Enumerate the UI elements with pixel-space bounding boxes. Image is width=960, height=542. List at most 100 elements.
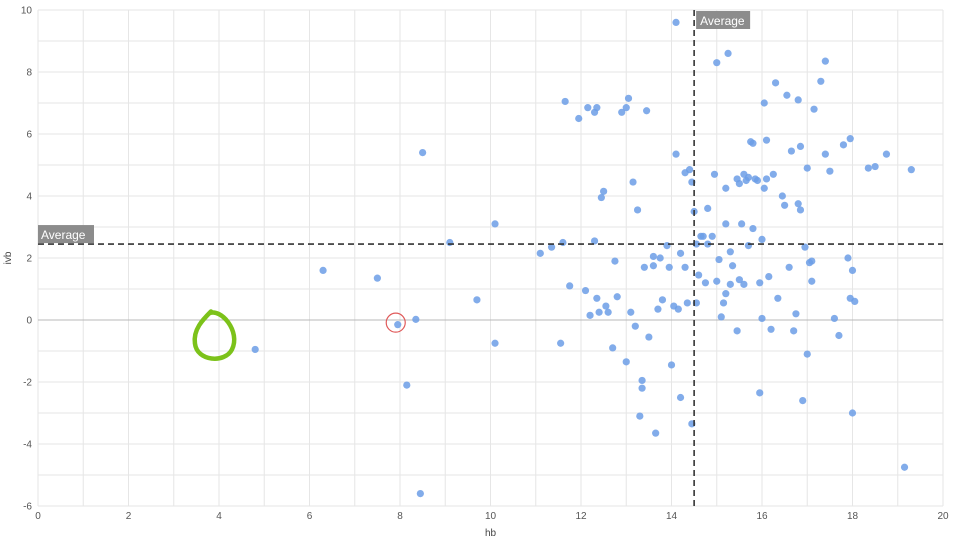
x-tick-label: 20	[937, 511, 949, 522]
data-point	[848, 266, 857, 274]
data-point	[760, 99, 768, 107]
data-point	[717, 313, 725, 321]
data-point	[566, 282, 574, 290]
data-point	[631, 322, 639, 330]
x-tick-label: 0	[35, 511, 41, 522]
data-point	[830, 314, 839, 323]
data-point	[319, 266, 327, 274]
data-point	[871, 162, 879, 171]
data-point	[695, 271, 703, 279]
data-point	[753, 176, 762, 185]
data-point	[251, 345, 259, 354]
data-point	[658, 296, 667, 304]
axes: 0 2 4 6 8 10 12 14 16 18 20 -6 -4 -2 0 2 4 6 8 10	[21, 6, 949, 523]
x-axis-title: hb	[485, 528, 497, 539]
data-point	[781, 201, 789, 209]
data-point	[629, 178, 637, 186]
data-point	[817, 77, 825, 85]
data-point	[419, 149, 427, 157]
data-point	[794, 200, 802, 208]
data-point	[785, 263, 793, 271]
data-point	[412, 315, 420, 323]
data-point	[846, 135, 854, 143]
y-tick-label: -4	[23, 440, 32, 451]
data-point	[851, 297, 859, 305]
data-point	[724, 49, 732, 58]
data-point	[758, 314, 766, 323]
data-point	[672, 150, 680, 158]
data-point	[403, 381, 411, 389]
data-point	[762, 136, 771, 144]
data-point	[803, 164, 811, 172]
data-point	[683, 299, 691, 307]
data-point	[762, 175, 771, 183]
data-point	[654, 305, 662, 313]
data-point	[749, 139, 757, 147]
data-point	[826, 167, 834, 175]
data-point	[645, 333, 653, 341]
data-point	[416, 490, 424, 498]
data-point	[491, 339, 499, 347]
data-point	[738, 220, 746, 228]
data-point	[638, 384, 646, 392]
data-point	[790, 327, 798, 335]
data-point	[665, 263, 673, 271]
data-point	[796, 142, 805, 150]
data-point	[760, 184, 768, 192]
data-point	[652, 429, 660, 437]
data-point	[600, 187, 608, 195]
data-point	[713, 277, 721, 285]
data-point	[674, 305, 682, 313]
x-tick-label: 18	[847, 511, 859, 522]
data-point	[627, 308, 635, 316]
data-point	[609, 344, 617, 352]
data-point	[473, 296, 481, 304]
data-point	[733, 327, 741, 335]
data-point	[835, 331, 843, 340]
x-tick-label: 12	[575, 511, 587, 522]
data-point	[643, 107, 651, 115]
data-point	[701, 279, 710, 287]
data-point	[844, 254, 852, 262]
data-point	[584, 104, 592, 112]
data-point	[593, 294, 601, 302]
data-point	[803, 350, 811, 358]
data-point	[900, 463, 909, 471]
y-axis-title: ivb	[3, 251, 14, 264]
data-point	[597, 193, 605, 202]
x-tick-label: 6	[307, 511, 313, 522]
y-tick-label: -2	[23, 378, 32, 389]
data-point	[667, 361, 676, 369]
y-tick-label: 8	[26, 68, 32, 79]
x-tick-label: 8	[397, 511, 403, 522]
data-point	[744, 173, 753, 181]
y-tick-label: 4	[26, 192, 32, 203]
data-point	[559, 238, 567, 247]
data-point	[593, 104, 601, 112]
data-point	[686, 166, 694, 174]
data-point	[638, 376, 646, 385]
data-point	[649, 252, 658, 261]
data-point	[744, 242, 753, 250]
data-point	[604, 308, 612, 316]
data-point	[839, 141, 848, 149]
data-point	[792, 310, 800, 318]
y-tick-label: 0	[26, 316, 32, 327]
data-point	[907, 166, 915, 174]
data-point	[722, 290, 730, 298]
data-point	[728, 262, 737, 270]
data-point	[708, 232, 716, 240]
data-point	[394, 321, 402, 329]
data-point	[613, 293, 621, 301]
x-tick-label: 4	[216, 511, 222, 522]
data-point	[882, 150, 891, 158]
data-point	[590, 237, 599, 245]
data-point	[799, 397, 807, 405]
data-point	[595, 308, 603, 316]
data-point	[557, 339, 565, 347]
data-point	[808, 257, 816, 265]
data-point	[640, 263, 648, 271]
data-point	[676, 393, 685, 402]
data-point	[586, 311, 594, 319]
data-point	[373, 274, 381, 282]
